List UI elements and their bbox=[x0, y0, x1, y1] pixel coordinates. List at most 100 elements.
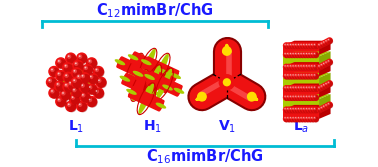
Ellipse shape bbox=[144, 73, 155, 79]
Circle shape bbox=[312, 42, 319, 49]
Circle shape bbox=[300, 52, 306, 58]
Circle shape bbox=[67, 54, 71, 59]
Circle shape bbox=[308, 117, 310, 118]
Circle shape bbox=[311, 86, 316, 92]
Polygon shape bbox=[319, 94, 331, 108]
Circle shape bbox=[299, 106, 306, 113]
Circle shape bbox=[306, 53, 307, 54]
Circle shape bbox=[291, 85, 298, 92]
Circle shape bbox=[313, 74, 316, 76]
Circle shape bbox=[325, 40, 327, 42]
Circle shape bbox=[50, 68, 54, 72]
Circle shape bbox=[65, 101, 76, 112]
Circle shape bbox=[308, 65, 314, 71]
Circle shape bbox=[86, 83, 98, 95]
Circle shape bbox=[314, 53, 315, 54]
Circle shape bbox=[287, 86, 289, 89]
Circle shape bbox=[323, 63, 324, 64]
Circle shape bbox=[325, 104, 327, 105]
Circle shape bbox=[313, 52, 316, 55]
Circle shape bbox=[287, 86, 293, 92]
Circle shape bbox=[313, 95, 319, 101]
Circle shape bbox=[96, 69, 97, 70]
Circle shape bbox=[322, 84, 328, 90]
Circle shape bbox=[297, 65, 300, 67]
Circle shape bbox=[311, 86, 313, 89]
Ellipse shape bbox=[170, 73, 181, 79]
Circle shape bbox=[284, 95, 290, 101]
Circle shape bbox=[72, 60, 84, 71]
Polygon shape bbox=[283, 105, 331, 110]
Circle shape bbox=[65, 74, 67, 76]
Circle shape bbox=[48, 78, 57, 88]
Circle shape bbox=[326, 37, 333, 44]
Circle shape bbox=[310, 94, 316, 101]
Circle shape bbox=[283, 42, 290, 49]
Circle shape bbox=[314, 65, 315, 66]
Circle shape bbox=[79, 72, 90, 84]
Polygon shape bbox=[283, 51, 331, 56]
Circle shape bbox=[302, 51, 308, 58]
Circle shape bbox=[319, 62, 326, 69]
Circle shape bbox=[89, 75, 99, 85]
Circle shape bbox=[284, 74, 290, 80]
Polygon shape bbox=[319, 73, 331, 87]
Circle shape bbox=[308, 53, 310, 54]
Circle shape bbox=[298, 96, 299, 97]
Circle shape bbox=[301, 96, 302, 97]
Circle shape bbox=[287, 43, 289, 46]
Circle shape bbox=[68, 55, 70, 57]
Circle shape bbox=[73, 78, 77, 83]
Circle shape bbox=[293, 42, 301, 49]
Circle shape bbox=[289, 65, 292, 67]
Circle shape bbox=[313, 65, 316, 67]
Circle shape bbox=[317, 85, 324, 92]
Circle shape bbox=[318, 44, 319, 45]
Circle shape bbox=[308, 86, 311, 89]
Circle shape bbox=[313, 117, 319, 123]
Circle shape bbox=[285, 94, 293, 101]
Circle shape bbox=[302, 64, 308, 70]
Circle shape bbox=[73, 89, 75, 91]
Circle shape bbox=[306, 117, 307, 118]
Circle shape bbox=[295, 74, 297, 76]
Circle shape bbox=[303, 74, 308, 80]
Ellipse shape bbox=[144, 74, 155, 80]
Circle shape bbox=[293, 96, 294, 97]
Circle shape bbox=[46, 76, 57, 88]
Circle shape bbox=[301, 108, 302, 109]
Circle shape bbox=[86, 57, 98, 69]
Ellipse shape bbox=[115, 59, 125, 65]
Circle shape bbox=[304, 94, 311, 101]
Circle shape bbox=[285, 106, 293, 113]
Circle shape bbox=[290, 43, 295, 49]
Circle shape bbox=[318, 43, 324, 49]
Circle shape bbox=[285, 115, 293, 122]
Circle shape bbox=[283, 73, 290, 79]
Circle shape bbox=[81, 84, 90, 93]
Circle shape bbox=[308, 44, 310, 45]
Circle shape bbox=[287, 65, 293, 71]
Circle shape bbox=[318, 43, 321, 46]
Circle shape bbox=[89, 99, 90, 100]
Circle shape bbox=[300, 43, 303, 46]
Circle shape bbox=[285, 64, 293, 70]
Circle shape bbox=[302, 94, 308, 101]
Circle shape bbox=[304, 42, 311, 49]
Text: L$_a$: L$_a$ bbox=[293, 119, 309, 135]
Circle shape bbox=[297, 108, 300, 110]
Circle shape bbox=[311, 117, 313, 119]
Circle shape bbox=[64, 64, 68, 68]
Circle shape bbox=[304, 73, 311, 79]
Circle shape bbox=[223, 78, 231, 86]
Circle shape bbox=[321, 82, 328, 89]
Circle shape bbox=[310, 51, 316, 58]
Circle shape bbox=[311, 52, 313, 55]
Circle shape bbox=[297, 95, 300, 98]
Circle shape bbox=[284, 117, 290, 123]
Circle shape bbox=[318, 65, 324, 71]
Circle shape bbox=[55, 70, 67, 81]
Circle shape bbox=[197, 92, 207, 102]
Circle shape bbox=[293, 115, 301, 122]
Circle shape bbox=[324, 60, 331, 67]
